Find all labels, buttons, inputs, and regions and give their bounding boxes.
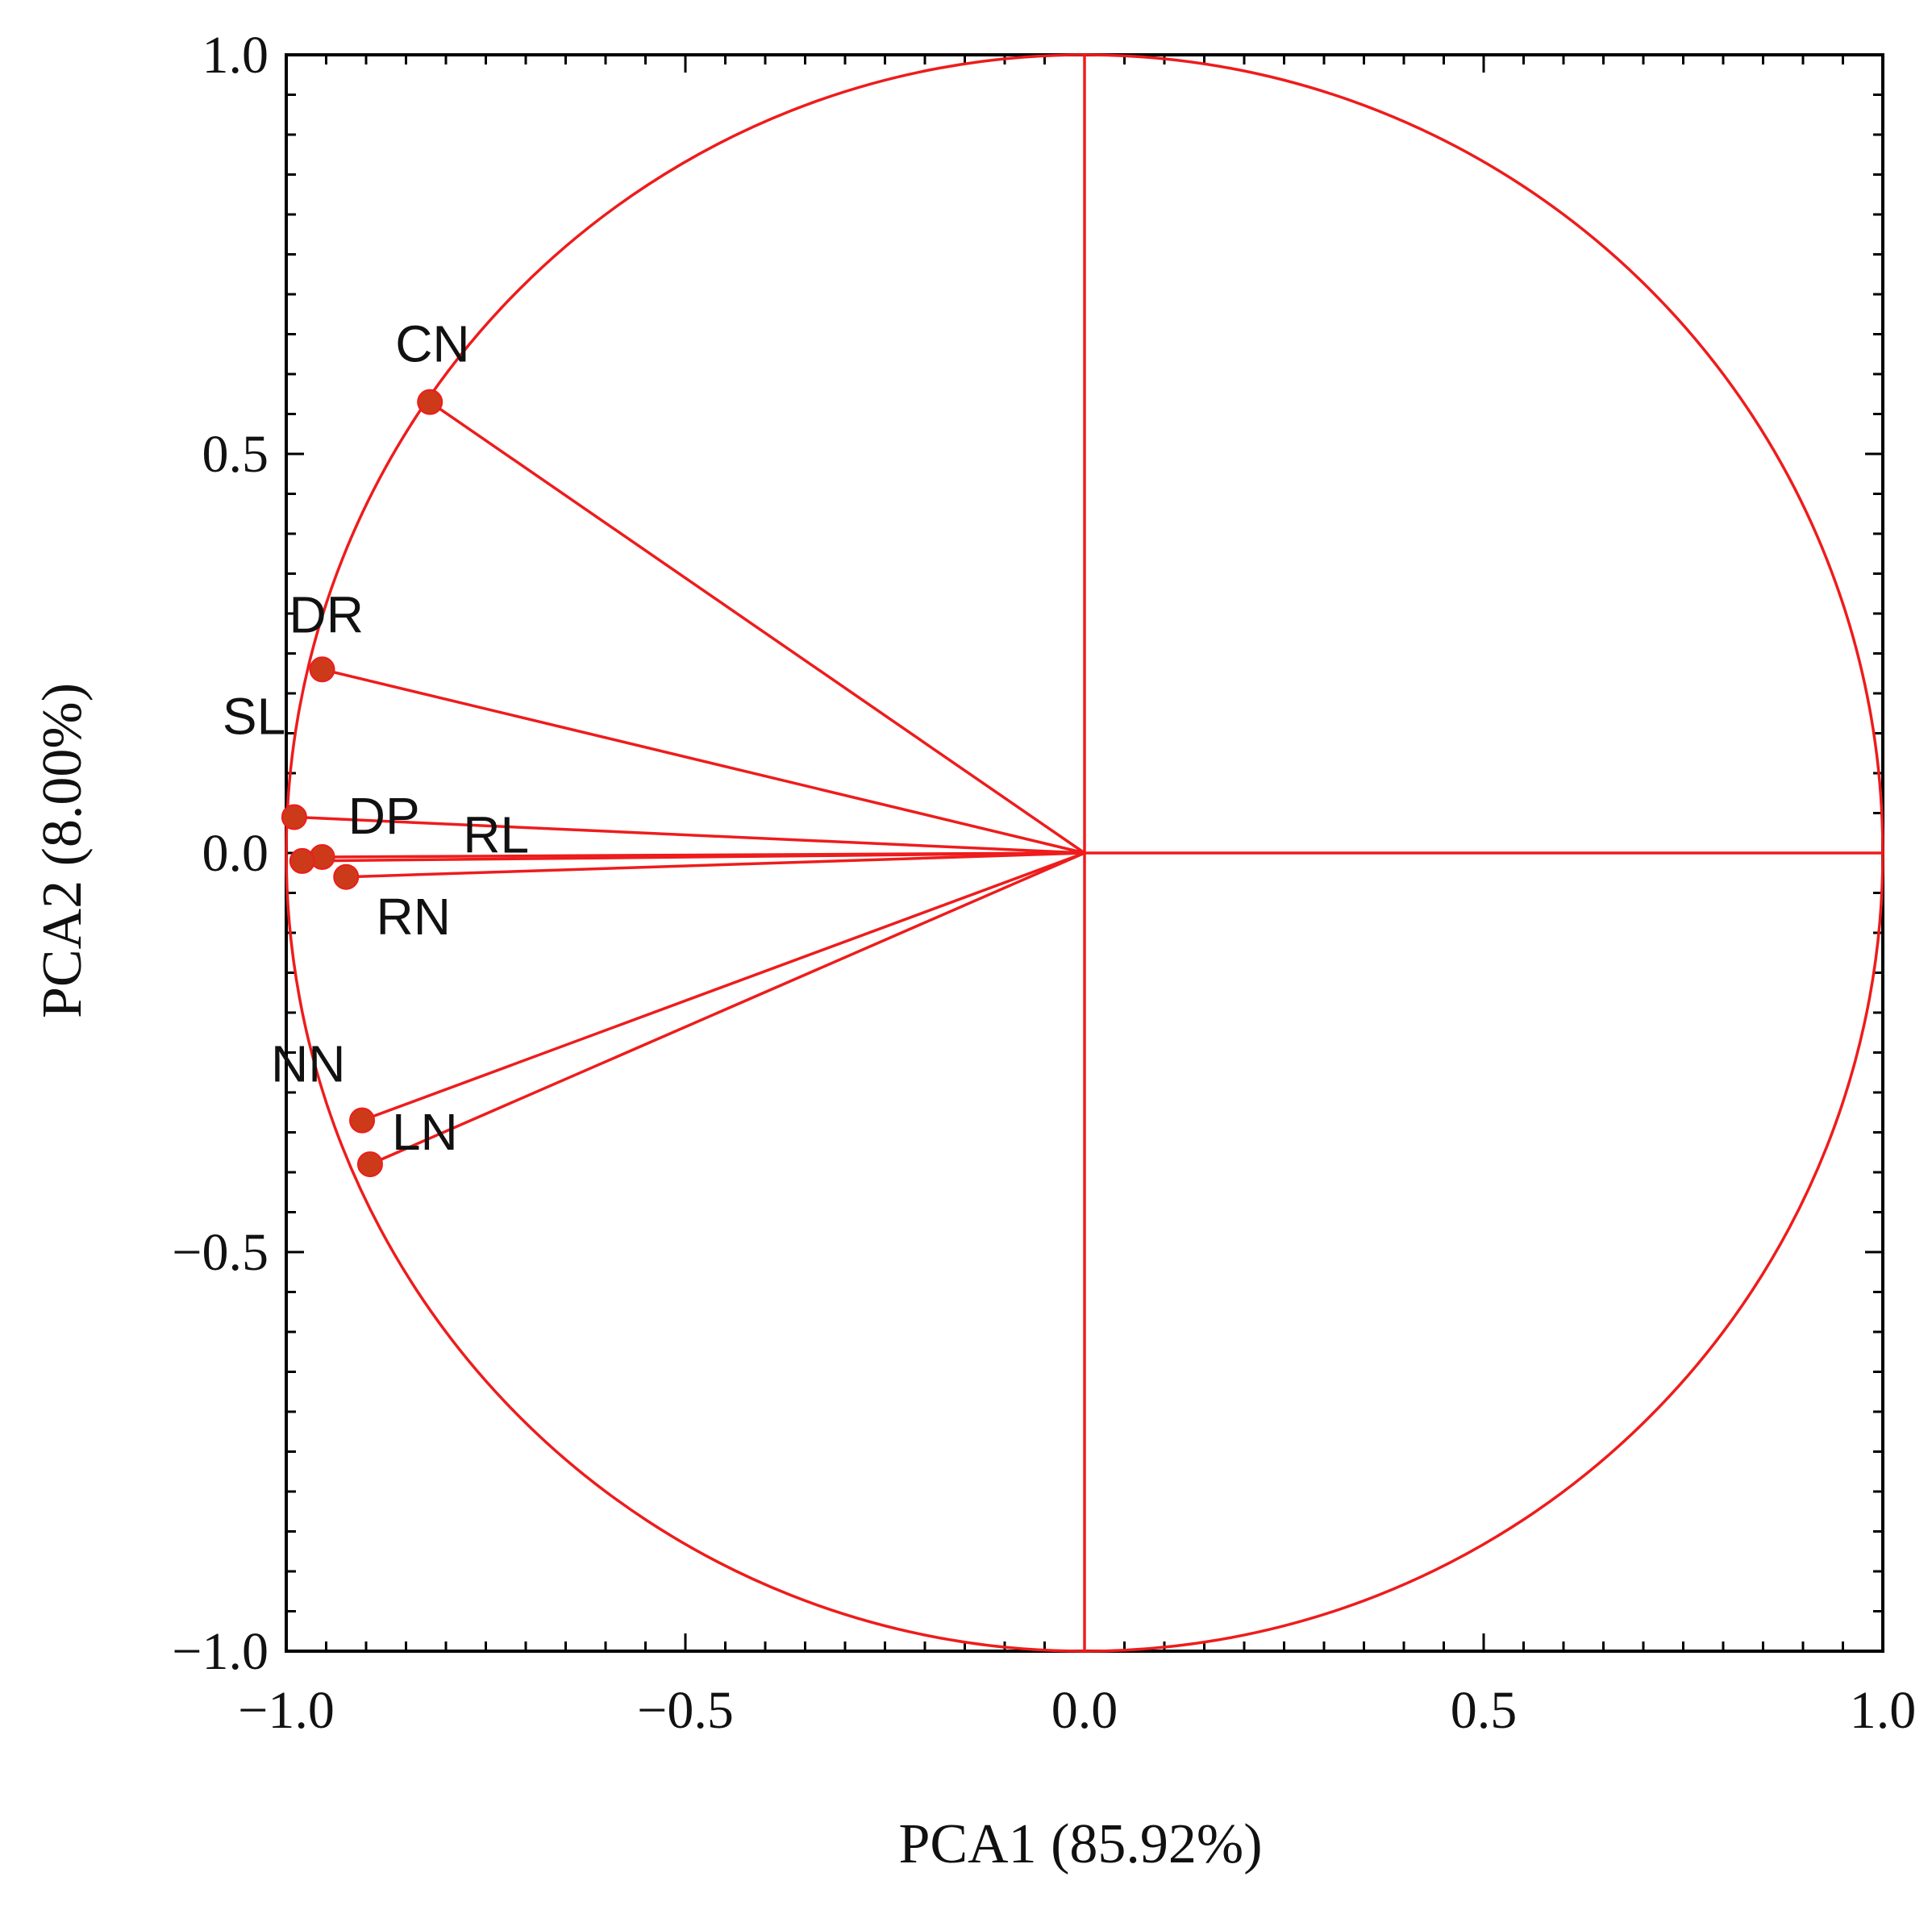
- vector-sl: [294, 815, 1085, 855]
- point-ln: [356, 1151, 383, 1178]
- plot-area: −1.0 −0.5 0.0 0.5 1.0 −1.0 −0.5 0.0 0.5 1.0 CN DR RN…: [172, 26, 1916, 1740]
- point-label-cn: CN: [395, 315, 469, 373]
- point-label-dr: DR: [289, 585, 364, 643]
- y-tick-label: −0.5: [172, 1223, 269, 1282]
- point-label-rn: RN: [377, 888, 451, 946]
- x-tick-label: 0.5: [1451, 1681, 1518, 1740]
- x-tick-label: 1.0: [1850, 1681, 1917, 1740]
- y-axis-title: PCA2 (8.00%): [31, 683, 94, 1018]
- vector-rl: [346, 851, 1085, 879]
- x-tick-label: −1.0: [238, 1681, 335, 1740]
- point-dr: [309, 656, 335, 683]
- point-dp: [289, 847, 315, 874]
- point-label-sl: SL: [223, 687, 285, 745]
- y-tick-label: 1.0: [202, 26, 269, 85]
- y-tick-label: −1.0: [172, 1622, 269, 1681]
- point-rl: [333, 863, 360, 890]
- x-tick-label: −0.5: [637, 1681, 734, 1740]
- point-nn: [349, 1107, 376, 1134]
- x-tick-label: 0.0: [1051, 1681, 1118, 1740]
- point-label-rl: RL: [463, 806, 529, 864]
- point-label-dp: DP: [348, 787, 420, 845]
- vector-dr: [322, 668, 1085, 855]
- point-cn: [417, 389, 443, 415]
- point-sl: [281, 804, 307, 830]
- y-tick-label: 0.0: [202, 824, 269, 883]
- vector-cn: [429, 401, 1085, 855]
- point-label-ln: LN: [392, 1103, 458, 1161]
- x-axis-title: PCA1 (85.92%): [898, 1813, 1262, 1875]
- vector-dp: [302, 851, 1085, 863]
- vector-ln: [369, 851, 1085, 1166]
- point-label-nn: NN: [271, 1035, 345, 1093]
- vector-nn: [361, 851, 1085, 1122]
- y-tick-label: 0.5: [202, 425, 269, 484]
